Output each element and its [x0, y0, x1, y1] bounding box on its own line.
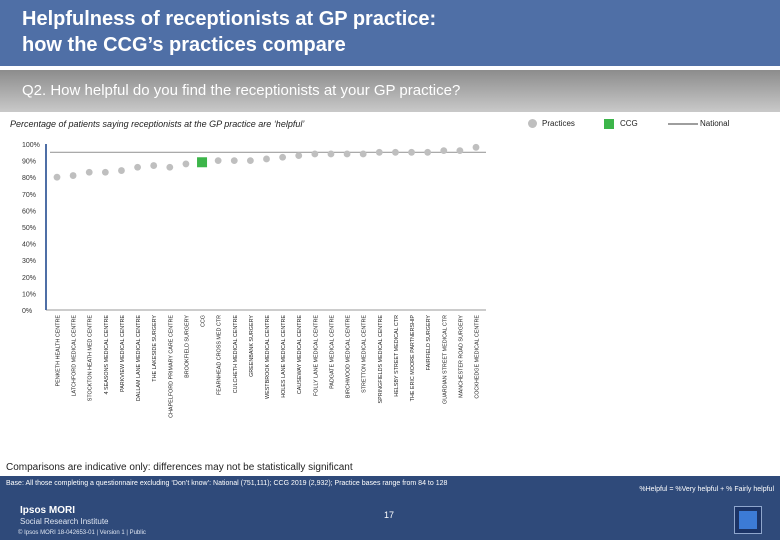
x-category-label: WESTBROOK MEDICAL CENTRE [265, 315, 271, 399]
practice-marker [263, 155, 270, 163]
x-category-label: GUARDIAN STREET MEDICAL CTR [442, 315, 448, 404]
x-category-label: FOLLY LANE MEDICAL CENTRE [313, 315, 319, 396]
practice-marker [85, 168, 93, 176]
question-bar [0, 70, 780, 112]
y-tick-label: 100% [22, 142, 40, 149]
practice-marker [327, 150, 335, 158]
footer-bar [0, 476, 780, 540]
x-category-label: BROOKFIELD SURGERY [184, 315, 190, 378]
x-category-label: STRETTON MEDICAL CENTRE [362, 315, 368, 393]
x-category-label: LATCHFORD MEDICAL CENTRE [72, 315, 78, 397]
legend-practices-label: Practices [542, 119, 575, 128]
title-bar [0, 0, 780, 66]
practice-marker [392, 148, 399, 156]
x-category-label: HOLES LANE MEDICAL CENTRE [281, 315, 287, 398]
base-note: Base: All those completing a questionnai… [6, 480, 448, 487]
caption: Comparisons are indicative only: differe… [6, 462, 353, 473]
helpful-definition: %Helpful = %Very helpful + % Fairly help… [639, 486, 774, 493]
slide-title-line-1: Helpfulness of receptionists at GP pract… [22, 8, 437, 30]
practice-marker [150, 162, 158, 169]
page-number: 17 [384, 510, 395, 520]
practice-marker [359, 150, 367, 158]
ipsos-logo [734, 506, 762, 534]
x-category-label: CHAPELFORD PRIMARY CARE CENTRE [168, 315, 174, 418]
y-tick-label: 50% [22, 225, 36, 232]
y-tick-label: 80% [22, 175, 36, 182]
copyright: © Ipsos MORI 18-042653-01 | Version 1 | … [18, 530, 146, 536]
practice-marker [69, 172, 77, 179]
practice-marker [101, 168, 109, 176]
practice-marker [456, 147, 464, 155]
practice-marker [424, 148, 432, 156]
practice-marker [472, 143, 480, 151]
x-category-label: PARKVIEW MEDICAL CENTRE [120, 315, 126, 392]
x-category-label: GREENBANK SURGERY [249, 315, 255, 377]
legend-national-line [668, 123, 698, 125]
x-category-label: SPRINGFIELDS MEDICAL CENTRE [378, 315, 384, 404]
x-category-label: COCKHEDGE MEDICAL CENTRE [475, 315, 481, 399]
practice-marker [246, 157, 254, 165]
brand-name: Ipsos MORI [20, 505, 76, 516]
chart-area: 0% 10% 20% 30% 40% 50% 60% 70% 80% 90% 100% PENKETH… [22, 142, 486, 418]
y-tick-label: 90% [22, 159, 36, 166]
x-category-label: DALLAM LANE MEDICAL CENTRE [136, 315, 142, 401]
y-tick-label: 20% [22, 275, 36, 282]
brand-subtitle: Social Research Institute [20, 517, 109, 526]
legend-national-label: National [700, 119, 730, 128]
ccg-marker [197, 157, 208, 168]
x-category-label: THE LAKESIDE SURGERY [152, 315, 158, 382]
legend-practices-marker [528, 119, 537, 128]
practice-marker [53, 173, 61, 181]
y-tick-label: 10% [22, 291, 36, 298]
x-category-label: PADGATE MEDICAL CENTRE [329, 315, 335, 389]
practice-marker [182, 160, 190, 168]
practice-marker [166, 163, 174, 171]
practice-marker [295, 152, 303, 160]
practice-marker [311, 150, 319, 158]
x-category-label: CCG [201, 315, 207, 327]
question-text: Q2. How helpful do you find the receptio… [22, 82, 461, 99]
x-category-label: FAIRFIELD SURGERY [426, 315, 432, 371]
y-tick-label: 0% [22, 308, 32, 315]
x-category-label: MANCHESTER ROAD SURGERY [458, 315, 464, 398]
x-category-label: CAUSEWAY MEDICAL CENTRE [297, 315, 303, 394]
x-category-label: BIRCHWOOD MEDICAL CENTRE [346, 315, 352, 398]
y-tick-label: 30% [22, 258, 36, 265]
legend-ccg-label: CCG [620, 119, 638, 128]
x-category-label: 4 SEASONS MEDICAL CENTRE [104, 315, 110, 395]
x-category-label: HELSBY STREET MEDICAL CTR [394, 315, 400, 397]
y-tick-label: 40% [22, 242, 36, 249]
x-category-label: THE ERIC MOORE PARTNERSHIP [410, 315, 416, 402]
y-tick-label: 60% [22, 208, 36, 215]
chart-title: Percentage of patients saying receptioni… [10, 119, 305, 129]
x-category-label: FEARNHEAD CROSS MED CTR [217, 315, 223, 395]
x-category-label: STOCKTON HEATH MED CENTRE [88, 315, 94, 402]
y-tick-label: 70% [22, 192, 36, 199]
practice-marker [375, 148, 383, 156]
practice-marker [230, 157, 238, 165]
practice-marker [279, 153, 287, 161]
practice-marker [134, 163, 141, 171]
practice-marker [214, 157, 222, 165]
practice-marker [118, 167, 125, 174]
x-category-label: PENKETH HEALTH CENTRE [56, 315, 62, 387]
practice-marker [440, 147, 448, 155]
x-category-label: CULCHETH MEDICAL CENTRE [233, 315, 239, 394]
practice-marker [343, 150, 351, 158]
practice-marker [408, 148, 415, 156]
legend-ccg-marker [604, 119, 614, 129]
slide-title-line-2: how the CCG’s practices compare [22, 34, 346, 56]
